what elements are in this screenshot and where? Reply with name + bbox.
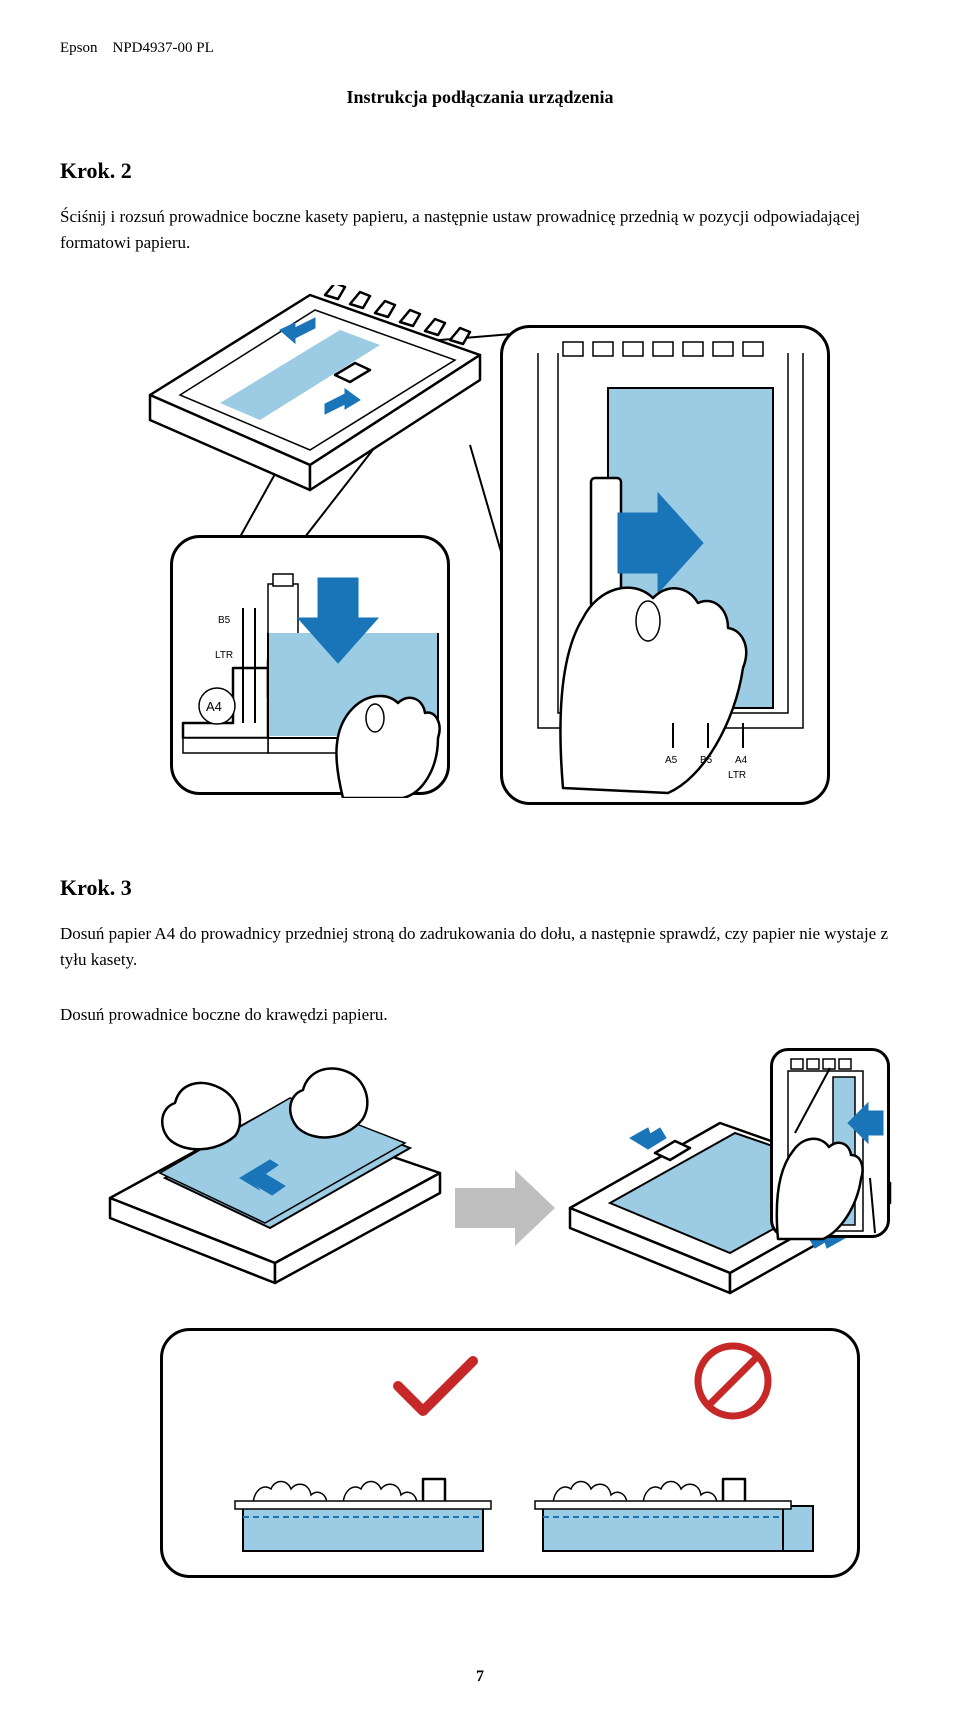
- step3-illustration: [100, 1058, 900, 1608]
- tray-main-diagram: [130, 285, 490, 505]
- step2-illustration: B5 LTR A4: [120, 285, 860, 825]
- step2-text: Ściśnij i rozsuń prowadnice boczne kaset…: [60, 204, 900, 255]
- svg-text:LTR: LTR: [215, 650, 233, 661]
- step2-heading: Krok. 2: [60, 158, 900, 184]
- doc-code: NPD4937-00 PL: [113, 40, 214, 56]
- svg-text:B5: B5: [700, 755, 713, 766]
- step3-heading: Krok. 3: [60, 875, 900, 901]
- step3-text2: Dosuń prowadnice boczne do krawędzi papi…: [60, 1002, 900, 1028]
- brand: Epson: [60, 40, 98, 56]
- svg-text:LTR: LTR: [728, 770, 746, 781]
- svg-text:A5: A5: [665, 755, 678, 766]
- closeup-front-guide: B5 LTR A4: [170, 535, 450, 795]
- svg-text:A4: A4: [206, 699, 222, 714]
- svg-text:A4: A4: [735, 755, 748, 766]
- page-number: 7: [60, 1668, 900, 1686]
- step3-text1: Dosuń papier A4 do prowadnicy przedniej …: [60, 921, 900, 972]
- doc-header: Epson NPD4937-00 PL: [60, 40, 900, 57]
- correct-incorrect-panel: [160, 1328, 860, 1578]
- page-title: Instrukcja podłączania urządzenia: [60, 87, 900, 108]
- closeup-side-guide: A5 B5 A4 LTR: [500, 325, 830, 805]
- svg-text:B5: B5: [218, 615, 231, 626]
